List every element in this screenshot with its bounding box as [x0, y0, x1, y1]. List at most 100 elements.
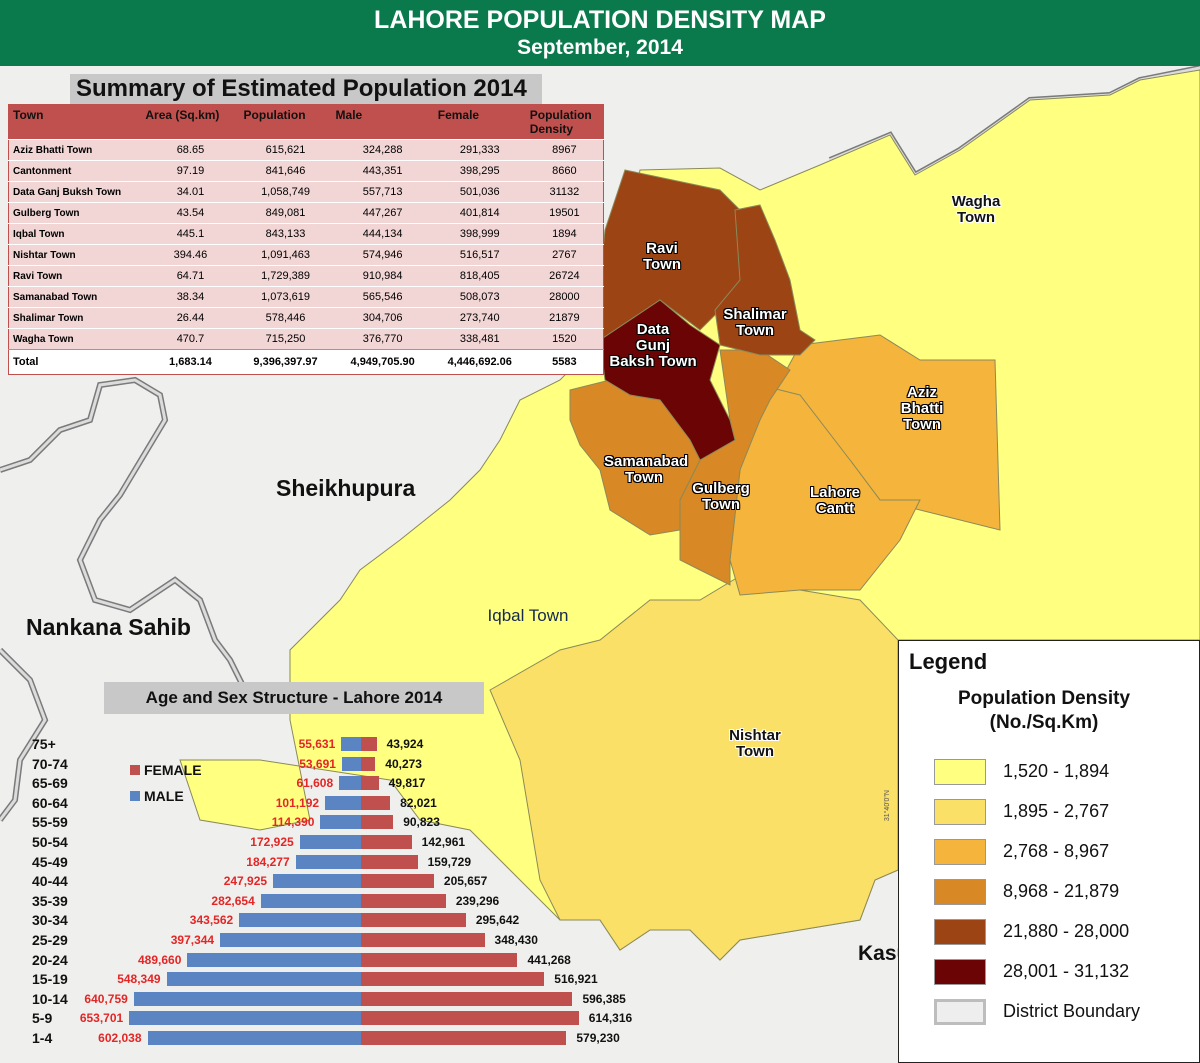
legend-label: 1,520 - 1,894	[1003, 761, 1110, 781]
female-bar	[361, 991, 573, 1006]
table-cell: 26724	[525, 265, 604, 287]
female-swatch	[130, 765, 140, 775]
female-bar	[361, 1011, 579, 1026]
legend: Legend Population Density (No./Sq.Km) 1,…	[898, 640, 1200, 1063]
legend-swatch	[934, 799, 986, 825]
female-bar	[361, 795, 391, 810]
female-value-label: 516,921	[554, 972, 598, 987]
female-bar	[361, 933, 485, 947]
female-bar	[361, 835, 412, 849]
legend-swatch	[934, 759, 986, 785]
female-value-label: 614,316	[588, 1011, 633, 1026]
col-male: Male	[331, 104, 434, 140]
age-group-label: 1-4	[32, 1030, 53, 1046]
table-cell: Samanabad Town	[8, 286, 142, 308]
legend-subtitle-line2: (No./Sq.Km)	[989, 712, 1099, 733]
male-value-label: 172,925	[250, 835, 294, 849]
age-group-label: 70-74	[32, 755, 68, 772]
male-value-label: 548,349	[117, 972, 161, 987]
pyramid-key-female: FEMALE	[130, 762, 202, 778]
pyramid-key-female-label: FEMALE	[144, 762, 202, 778]
male-value-label: 184,277	[246, 854, 290, 869]
table-cell: 291,333	[433, 139, 526, 161]
male-value-label: 55,631	[298, 737, 336, 751]
label-shalimar-town: Shalimar Town	[723, 306, 787, 339]
legend-title: Legend	[909, 649, 988, 674]
male-bar	[273, 874, 361, 889]
table-cell: 1,073,619	[239, 286, 332, 308]
female-value-label: 159,729	[427, 854, 472, 869]
label-aziz-bhatti-town: Aziz Bhatti Town	[900, 384, 944, 433]
table-total-row: Total 1,683.14 9,396,397.97 4,949,705.90 4,4…	[8, 349, 604, 375]
female-bar	[361, 913, 466, 928]
age-group-label: 40-44	[32, 873, 68, 890]
table-cell: 38.34	[141, 286, 240, 308]
col-town: Town	[8, 104, 142, 140]
table-cell: 398,999	[433, 223, 526, 245]
legend-subtitle: Population Density (No./Sq.Km)	[899, 687, 1189, 735]
male-value-label: 343,562	[189, 913, 234, 928]
label-gulberg-town: Gulberg Town	[692, 480, 750, 513]
age-group-label: 45-49	[32, 853, 68, 870]
female-bar	[361, 893, 446, 908]
legend-label: 2,768 - 8,967	[1003, 841, 1110, 861]
male-bar	[341, 737, 361, 751]
table-row: Wagha Town 470.7 715,250 376,770 338,481 1520	[8, 328, 604, 350]
table-cell: Nishtar Town	[8, 244, 142, 266]
table-cell: 97.19	[141, 160, 240, 182]
table-cell: 1520	[525, 328, 604, 350]
total-cell: 5583	[525, 349, 604, 375]
table-cell: 470.7	[141, 328, 240, 350]
male-bar	[129, 1011, 361, 1026]
legend-swatch	[934, 839, 986, 865]
table-cell: 394.46	[141, 244, 240, 266]
age-group-label: 10-14	[32, 990, 68, 1007]
label-data-gunj-baksh-town: Data Gunj Baksh Town	[609, 321, 697, 370]
male-value-label: 101,192	[275, 795, 320, 810]
label-ravi-town: Ravi Town	[642, 240, 682, 273]
district-boundary-west-inner	[0, 378, 252, 701]
total-cell: 9,396,397.97	[239, 349, 332, 375]
table-cell: Wagha Town	[8, 328, 142, 350]
table-cell: 1,729,389	[239, 265, 332, 287]
table-cell: Gulberg Town	[8, 202, 142, 224]
male-bar	[325, 795, 361, 810]
region-shalimar	[714, 204, 816, 356]
age-group-label: 25-29	[32, 932, 68, 948]
female-value-label: 205,657	[443, 874, 488, 889]
summary-body: Aziz Bhatti Town 68.65 615,621 324,288 291,3…	[8, 139, 604, 375]
male-bar	[239, 913, 361, 928]
table-cell: 324,288	[331, 139, 434, 161]
table-row: Nishtar Town 394.46 1,091,463 574,946 516,51…	[8, 244, 604, 266]
male-bar	[295, 854, 361, 869]
legend-label: 1,895 - 2,767	[1003, 801, 1110, 821]
male-bar	[187, 952, 361, 967]
table-row: Shalimar Town 26.44 578,446 304,706 273,740 2…	[8, 307, 604, 329]
table-row: Aziz Bhatti Town 68.65 615,621 324,288 291,3…	[8, 139, 604, 161]
age-group-label: 60-64	[32, 794, 68, 811]
legend-label: District Boundary	[1003, 1001, 1141, 1021]
table-cell: 501,036	[433, 181, 526, 203]
age-group-label: 55-59	[32, 814, 68, 831]
table-row: Cantonment 97.19 841,646 443,351 398,295 8660	[8, 160, 604, 182]
female-value-label: 142,961	[421, 835, 466, 849]
table-cell: 31132	[525, 181, 604, 203]
table-row: Ravi Town 64.71 1,729,389 910,984 818,405 267…	[8, 265, 604, 287]
table-cell: Iqbal Town	[8, 223, 142, 245]
male-value-label: 397,344	[170, 933, 215, 947]
table-row: Samanabad Town 38.34 1,073,619 565,546 508,0…	[8, 286, 604, 308]
male-bar	[299, 835, 361, 849]
map-title: LAHORE POPULATION DENSITY MAP	[374, 6, 826, 34]
table-cell: 578,446	[239, 307, 332, 329]
female-bar	[361, 756, 376, 771]
age-group-label: 30-34	[32, 912, 68, 929]
age-group-label: 35-39	[32, 892, 68, 909]
legend-label: 28,001 - 31,132	[1003, 961, 1130, 981]
table-cell: 8967	[525, 139, 604, 161]
table-cell: 304,706	[331, 307, 434, 329]
female-bar	[361, 815, 394, 830]
label-wagha-town: Wagha Town	[951, 193, 1001, 226]
table-cell: 443,351	[331, 160, 434, 182]
table-cell: 26.44	[141, 307, 240, 329]
